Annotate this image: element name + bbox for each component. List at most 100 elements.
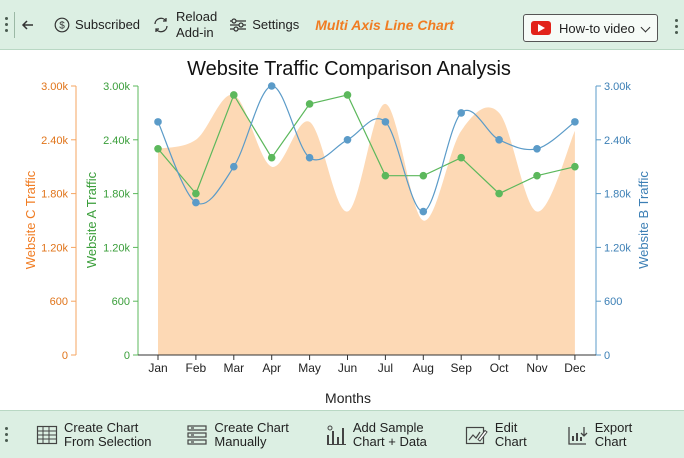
- edit-chart-button[interactable]: Edit Chart: [465, 411, 527, 458]
- export-line1: Export: [594, 419, 633, 435]
- x-tick-label: Apr: [262, 361, 281, 375]
- y-axis-label-website-c: Website C Traffic: [23, 170, 38, 269]
- svg-text:$: $: [59, 20, 65, 31]
- series-website-b-point[interactable]: [230, 162, 238, 171]
- y-axis-website-b-tick-label: 3.00k: [604, 81, 631, 93]
- series-website-a-point[interactable]: [419, 171, 428, 180]
- reload-label-line2: Add-in: [176, 24, 214, 40]
- add-sample-line2: Chart + Data: [352, 433, 427, 449]
- top-toolbar: $ Subscribed Reload Add-in Settings Mult…: [0, 0, 684, 50]
- y-axis-website-a-tick-label: 1.20k: [103, 242, 130, 254]
- y-axis-website-b-tick-label: 0: [604, 350, 610, 362]
- export-chart-button[interactable]: Export Chart: [567, 411, 633, 458]
- x-tick-label: Jan: [148, 361, 167, 375]
- table-grid-icon: [36, 424, 58, 446]
- chevron-down-icon: [640, 22, 651, 33]
- y-axis-website-a-tick-label: 2.40k: [103, 135, 130, 147]
- series-website-c-area: [158, 94, 575, 355]
- reload-label: Reload Add-in: [176, 9, 217, 41]
- refresh-icon: [152, 16, 170, 34]
- series-website-a-point[interactable]: [533, 171, 541, 180]
- howto-label: How-to video: [559, 20, 635, 36]
- y-axis-website-a-tick-label: 1.80k: [103, 189, 130, 201]
- y-axis-website-c-tick-label: 1.20k: [41, 242, 68, 254]
- series-website-b-point[interactable]: [305, 153, 314, 162]
- create-chart-from-selection-button[interactable]: Create Chart From Selection: [36, 411, 151, 458]
- series-website-b-point[interactable]: [571, 118, 579, 126]
- y-axis-website-a-tick-label: 600: [112, 296, 130, 308]
- youtube-icon: [531, 21, 551, 35]
- y-axis-website-a-tick-label: 3.00k: [103, 81, 130, 93]
- create-manual-line2: Manually: [214, 433, 267, 449]
- series-website-a-point[interactable]: [230, 91, 238, 99]
- howto-video-dropdown[interactable]: How-to video: [523, 14, 658, 42]
- chart-title: Website Traffic Comparison Analysis: [187, 58, 511, 80]
- more-options-icon[interactable]: [671, 14, 681, 38]
- grip-handle-icon[interactable]: [0, 0, 12, 50]
- series-website-b-point[interactable]: [457, 109, 466, 117]
- x-tick-label: Dec: [564, 361, 585, 375]
- create-manual-line1: Create Chart: [214, 419, 289, 435]
- series-website-a-point[interactable]: [154, 144, 162, 153]
- x-tick-label: Oct: [490, 361, 509, 375]
- y-axis-website-b-tick-label: 600: [604, 296, 622, 308]
- series-website-a-line: [157, 93, 576, 195]
- subscribed-label: Subscribed: [75, 17, 141, 32]
- sample-chart-icon: [325, 424, 347, 446]
- series-website-a-point[interactable]: [381, 171, 390, 180]
- subscribed-button[interactable]: $ Subscribed: [54, 0, 140, 50]
- x-tick-label: Mar: [223, 361, 244, 375]
- multi-axis-line-chart: Website Traffic Comparison Analysis 0 600…: [23, 58, 651, 406]
- y-axis-website-c-tick-label: 1.80k: [41, 189, 68, 201]
- y-axis-website-c-tick-label: 600: [50, 296, 68, 308]
- y-axis-website-c-tick-label: 3.00k: [41, 81, 68, 93]
- series-website-b-point[interactable]: [192, 198, 200, 207]
- edit-line2: Chart: [494, 433, 527, 449]
- y-axis-website-c-tick-label: 0: [62, 350, 68, 362]
- series-website-b-point[interactable]: [154, 118, 162, 126]
- series-website-b-point[interactable]: [343, 136, 352, 144]
- y-axis-website-c-tick-label: 2.40k: [41, 135, 68, 147]
- create-selection-line2: From Selection: [64, 433, 152, 449]
- bottom-toolbar: Create Chart From Selection Create Chart…: [0, 410, 684, 458]
- y-axis-label-website-b: Website B Traffic: [636, 171, 651, 269]
- create-selection-line1: Create Chart: [64, 419, 139, 435]
- series-website-b-point[interactable]: [381, 118, 390, 126]
- y-axis-label-website-a: Website A Traffic: [84, 171, 99, 268]
- x-tick-label: Jun: [338, 361, 357, 375]
- series-website-a-point[interactable]: [343, 91, 352, 99]
- create-chart-manually-button[interactable]: Create Chart Manually: [186, 411, 289, 458]
- add-sample-chart-button[interactable]: Add Sample Chart + Data: [325, 411, 427, 458]
- settings-button[interactable]: Settings: [229, 0, 299, 50]
- x-tick-label: Aug: [413, 361, 434, 375]
- edit-chart-icon: [465, 424, 489, 446]
- form-list-icon: [186, 424, 208, 446]
- series-website-b-point[interactable]: [533, 144, 541, 153]
- y-axis-website-b-tick-label: 1.80k: [604, 189, 631, 201]
- reload-label-line1: Reload: [176, 8, 218, 24]
- chart-area: Website Traffic Comparison Analysis 0 600…: [0, 50, 684, 410]
- export-chart-icon: [567, 424, 589, 446]
- series-website-a-point[interactable]: [495, 189, 503, 198]
- series-website-a-point[interactable]: [571, 162, 579, 171]
- sliders-icon: [229, 17, 247, 33]
- back-button[interactable]: [14, 11, 40, 38]
- settings-label: Settings: [252, 17, 300, 32]
- grip-handle-icon[interactable]: [0, 410, 12, 458]
- series-website-a-point[interactable]: [457, 153, 466, 162]
- x-tick-label: Feb: [186, 361, 207, 375]
- series-website-b-point[interactable]: [419, 207, 428, 216]
- series-website-a-point[interactable]: [192, 189, 200, 198]
- x-tick-label: May: [298, 361, 321, 375]
- y-axis-website-b-tick-label: 1.20k: [604, 242, 631, 254]
- reload-addin-button[interactable]: Reload Add-in: [152, 0, 217, 50]
- series-website-a-point[interactable]: [267, 153, 276, 162]
- series-website-b-point[interactable]: [495, 136, 503, 144]
- x-tick-label: Nov: [526, 361, 547, 375]
- y-axis-website-a-tick-label: 0: [124, 350, 130, 362]
- series-website-b-point[interactable]: [267, 82, 276, 90]
- series-website-a-point[interactable]: [305, 100, 314, 108]
- x-axis-label: Months: [325, 390, 371, 406]
- arrow-left-icon: [21, 18, 35, 32]
- edit-line1: Edit: [494, 419, 518, 435]
